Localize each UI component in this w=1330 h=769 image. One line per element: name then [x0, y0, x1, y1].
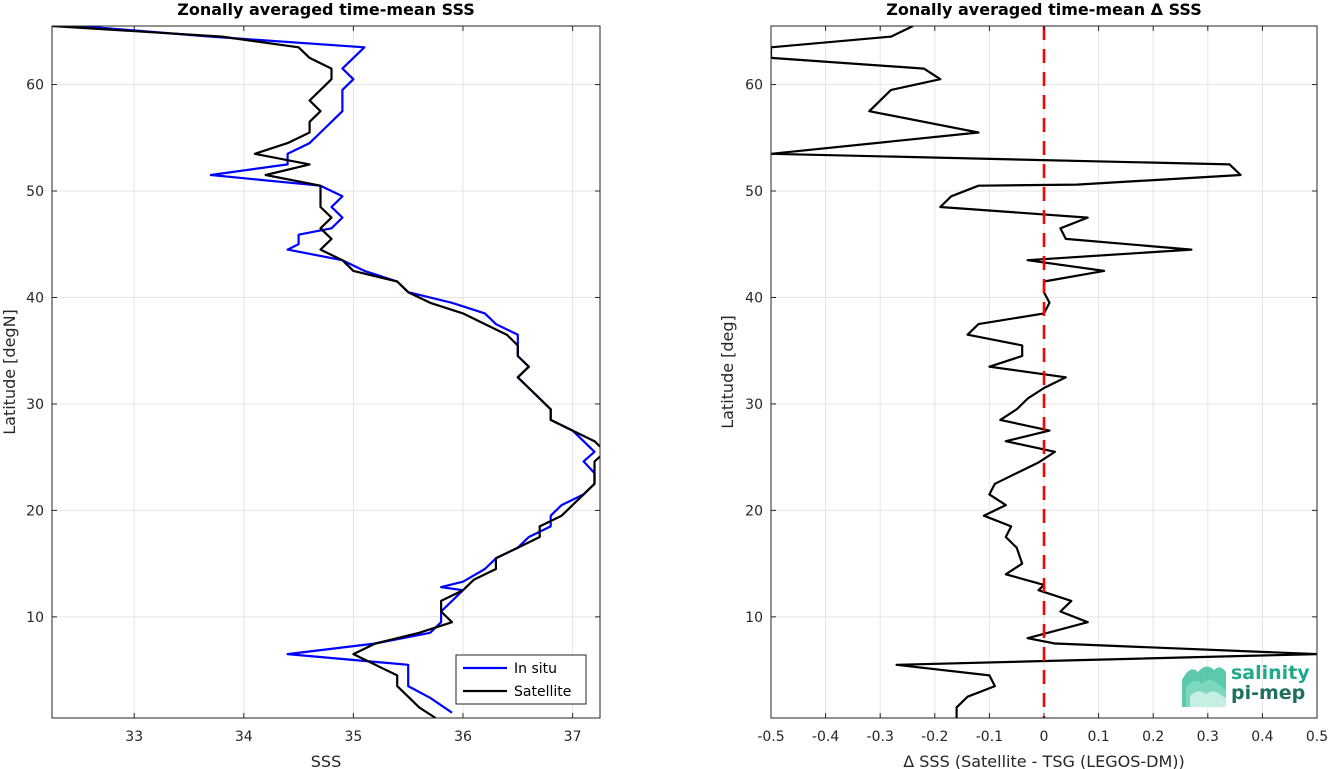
- left-ticks: 33 34 35 36 37 10 20 30 40 50 60: [26, 26, 600, 745]
- right-x-tick-label: -0.4: [812, 729, 839, 745]
- right-x-tick-label: 0.2: [1142, 729, 1164, 745]
- right-series-line-series-0: [771, 26, 1317, 718]
- left-x-tick-label: 36: [454, 729, 472, 745]
- left-series-layer: [52, 26, 600, 718]
- right-x-tick-label: 0.3: [1197, 729, 1219, 745]
- right-y-tick-label: 40: [745, 290, 763, 306]
- left-y-tick-label: 10: [26, 610, 44, 626]
- right-x-tick-label: 0.1: [1087, 729, 1109, 745]
- left-y-tick-label: 40: [26, 290, 44, 306]
- left-y-tick-label: 20: [26, 503, 44, 519]
- right-y-axis-label: Latitude [deg]: [718, 315, 737, 429]
- logo-text-pi-mep: pi-mep: [1231, 682, 1305, 704]
- right-y-tick-label: 60: [745, 78, 763, 94]
- right-panel-delta-sss-profile: -0.5 -0.4 -0.3 -0.2 -0.1 0 0.1 0.2 0.3 0.4 0.5 10 20…: [718, 0, 1328, 769]
- left-plot-area: [52, 26, 600, 718]
- legend-box: [455, 654, 587, 705]
- right-x-axis-label: Δ SSS (Satellite - TSG (LEGOS-DM)): [903, 752, 1185, 769]
- left-x-tick-label: 37: [564, 729, 582, 745]
- left-y-tick-label: 60: [26, 78, 44, 94]
- left-y-tick-label: 30: [26, 397, 44, 413]
- legend-label-satellite: Satellite: [514, 684, 571, 700]
- left-x-tick-label: 35: [344, 729, 362, 745]
- right-y-tick-label: 20: [745, 503, 763, 519]
- left-x-axis-label: SSS: [311, 752, 341, 769]
- right-series-layer: [771, 26, 1317, 718]
- left-axes-box: [51, 25, 601, 719]
- right-x-tick-label: -0.1: [976, 729, 1003, 745]
- left-series-line-satellite: [52, 26, 600, 718]
- right-x-tick-label: -0.5: [757, 729, 784, 745]
- left-y-axis-label: Latitude [degN]: [0, 309, 19, 435]
- left-chart-title: Zonally averaged time-mean SSS: [177, 0, 475, 19]
- left-x-tick-label: 33: [125, 729, 143, 745]
- salinity-pi-mep-logo: salinity pi-mep: [1182, 662, 1310, 707]
- right-y-tick-label: 10: [745, 610, 763, 626]
- legend: In situ Satellite: [455, 654, 587, 705]
- right-x-tick-label: 0: [1040, 729, 1049, 745]
- logo-wave-icon: [1182, 666, 1226, 707]
- right-chart-title: Zonally averaged time-mean Δ SSS: [886, 0, 1202, 19]
- right-x-tick-label: -0.2: [921, 729, 948, 745]
- right-y-tick-label: 30: [745, 397, 763, 413]
- legend-label-in-situ: In situ: [514, 661, 557, 677]
- left-x-tick-label: 34: [235, 729, 253, 745]
- left-y-tick-label: 50: [26, 184, 44, 200]
- left-panel-sss-profile: 33 34 35 36 37 10 20 30 40 50 60 Zonally averaged …: [0, 0, 601, 769]
- right-y-tick-label: 50: [745, 184, 763, 200]
- right-x-tick-label: -0.3: [867, 729, 894, 745]
- logo-text-salinity: salinity: [1231, 662, 1310, 684]
- right-ticks: -0.5 -0.4 -0.3 -0.2 -0.1 0 0.1 0.2 0.3 0.4 0.5 10 20…: [745, 26, 1328, 745]
- right-x-tick-label: 0.5: [1306, 729, 1328, 745]
- right-x-tick-label: 0.4: [1251, 729, 1273, 745]
